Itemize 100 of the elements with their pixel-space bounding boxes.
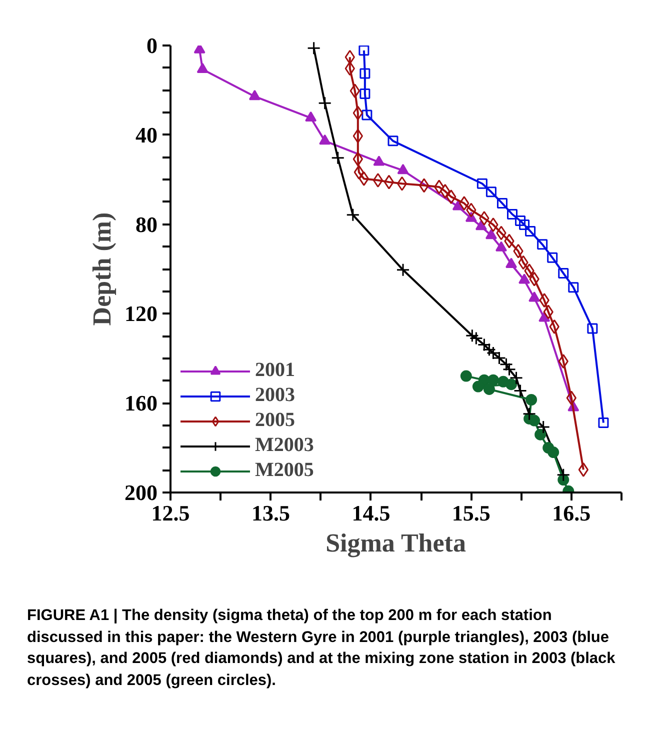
point [397,164,409,174]
point [496,226,506,240]
point [384,174,394,190]
y-tick-label: 160 [124,390,158,416]
point [482,342,496,356]
point [196,62,208,74]
point [372,173,384,188]
point [483,384,495,395]
point [548,446,560,458]
point [524,264,534,278]
point [507,208,518,220]
point [486,346,500,360]
point [529,272,540,286]
point [475,220,487,230]
x-tick-label: 13.5 [251,500,290,526]
point [350,84,360,98]
legend-label: M2003 [255,434,314,457]
legend-label: 2005 [255,409,295,432]
point [354,164,364,180]
point [528,292,540,302]
point [539,293,550,308]
point [536,420,550,434]
point [440,184,450,198]
y-tick-label: 40 [136,122,158,148]
point [307,41,321,55]
point [360,68,370,79]
point [459,196,470,211]
point [479,211,490,226]
point [558,354,568,369]
y-axis-title: Depth (m) [88,212,116,326]
point [566,390,576,406]
point [396,176,408,191]
point [515,215,526,226]
point [466,202,476,218]
point [460,370,472,382]
legend-label: 2001 [255,359,295,382]
point [362,110,372,120]
point [519,219,530,230]
point [488,217,498,232]
point [352,106,363,120]
y-tick-label: 120 [124,301,158,326]
point [305,111,317,122]
point [346,208,360,222]
point [465,328,479,342]
point [534,428,546,440]
point [492,351,506,365]
point [526,394,538,406]
point [506,258,518,268]
point [434,180,444,194]
point [514,384,528,398]
point [344,50,355,64]
point [558,268,569,278]
point [373,156,385,166]
point [344,61,355,76]
y-tick-label: 0 [146,33,158,58]
point [510,371,524,385]
point [528,414,540,426]
point [319,134,331,145]
point [485,228,497,240]
point [537,239,548,250]
point [358,171,370,186]
x-axis-title: Sigma Theta [326,528,466,558]
point [568,282,579,293]
point [388,136,398,146]
x-tick-label: 15.5 [452,500,490,526]
point [418,178,430,193]
point [598,418,609,428]
point [506,378,518,390]
point [318,96,332,110]
y-tick-label: 80 [136,212,158,237]
point [495,241,507,252]
point [556,468,570,482]
x-tick-label: 16.5 [552,500,591,526]
point [504,234,514,248]
point [547,252,558,263]
point [358,46,370,56]
point [496,198,508,209]
point [469,332,483,346]
point [587,323,598,334]
legend-label: M2005 [255,459,314,482]
point [487,374,499,386]
point [499,358,513,372]
point [513,244,524,258]
point [522,407,536,421]
point [360,88,370,100]
x-tick-label: 14.5 [352,500,390,526]
point [518,274,530,284]
point [472,380,484,392]
point [396,263,410,277]
point [486,186,496,198]
point [248,90,260,100]
point [543,304,554,320]
legend-label: 2003 [255,384,295,407]
point [446,190,456,204]
point [331,151,345,165]
point [578,462,588,477]
caption: FIGURE A1 | The density (sigma theta) of the top 200 m for each station discussed in this paper: the Western Gyre in 2001 (purple triangles), 2003 (blue squares), and 2005 (red diamonds) and at the mixing zone station in 2003 (black crosses) and 2005 (green circles). [27,606,616,692]
point [352,128,363,144]
point [502,362,516,376]
point [549,319,560,334]
